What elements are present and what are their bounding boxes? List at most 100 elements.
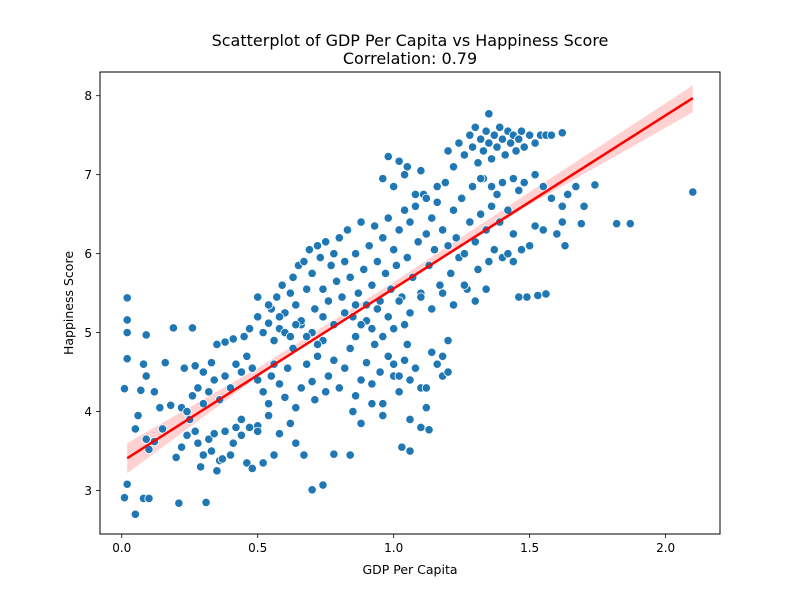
data-point <box>340 308 350 318</box>
data-point <box>302 284 312 294</box>
data-point <box>448 162 459 172</box>
data-point <box>307 268 317 278</box>
data-point <box>481 284 491 294</box>
data-point <box>340 256 350 267</box>
data-point <box>359 264 369 275</box>
data-point <box>370 221 380 231</box>
data-point <box>421 229 431 239</box>
data-point <box>206 446 217 456</box>
data-point <box>500 150 510 160</box>
data-point <box>497 134 508 144</box>
data-point <box>394 371 404 381</box>
data-point <box>274 379 285 389</box>
data-point <box>351 391 361 401</box>
data-point <box>155 403 165 413</box>
data-point <box>560 241 570 251</box>
data-point <box>141 434 151 444</box>
data-point <box>405 446 415 456</box>
data-point <box>383 312 393 322</box>
data-point <box>516 245 527 255</box>
data-point <box>421 383 431 393</box>
data-point <box>389 181 399 192</box>
data-point <box>446 268 456 278</box>
data-point <box>160 358 170 368</box>
data-point <box>438 288 448 298</box>
data-point <box>508 174 518 184</box>
data-point <box>459 249 469 259</box>
data-point <box>263 410 274 421</box>
data-point <box>486 201 497 211</box>
data-point <box>443 241 453 251</box>
data-point <box>552 229 562 239</box>
data-point <box>198 450 208 460</box>
data-point <box>329 355 339 365</box>
data-point <box>399 205 410 215</box>
data-point <box>141 371 151 381</box>
data-point <box>508 229 518 239</box>
data-point <box>378 233 388 243</box>
data-point <box>394 156 404 166</box>
data-point <box>454 138 464 148</box>
data-point <box>198 399 208 409</box>
data-point <box>299 450 309 460</box>
data-point <box>321 387 331 397</box>
data-point <box>530 170 540 180</box>
data-point <box>122 354 132 364</box>
data-point <box>253 292 263 302</box>
data-point <box>331 276 342 286</box>
data-point <box>285 418 295 429</box>
data-point <box>391 260 402 271</box>
data-point <box>272 292 282 302</box>
data-point <box>288 272 298 282</box>
data-point <box>356 418 366 429</box>
data-point <box>571 181 581 192</box>
data-point <box>484 109 494 119</box>
data-point <box>563 189 573 200</box>
data-point <box>421 193 431 203</box>
data-point <box>402 252 412 263</box>
data-point <box>122 479 132 489</box>
data-point <box>459 150 469 160</box>
data-point <box>378 174 388 184</box>
data-point <box>242 351 252 361</box>
data-point <box>236 430 247 440</box>
data-point <box>236 414 247 425</box>
data-point <box>345 272 355 282</box>
data-point <box>495 122 505 132</box>
data-point <box>138 359 149 369</box>
data-point <box>516 126 527 136</box>
data-point <box>209 429 219 439</box>
data-point <box>375 367 385 377</box>
data-point <box>247 463 257 474</box>
data-point <box>579 201 589 211</box>
data-point <box>443 335 453 346</box>
data-point <box>405 217 415 227</box>
data-point <box>157 424 168 434</box>
data-point <box>467 181 478 192</box>
data-point <box>315 252 325 263</box>
data-point <box>511 146 521 156</box>
data-point <box>274 429 285 439</box>
data-point <box>432 359 442 369</box>
data-point <box>506 138 516 148</box>
data-point <box>486 181 497 192</box>
data-point <box>291 403 301 413</box>
data-point <box>367 399 377 409</box>
x-axis-label: GDP Per Capita <box>362 562 457 577</box>
data-point <box>182 430 192 440</box>
data-point <box>489 130 499 140</box>
data-point <box>489 245 499 255</box>
data-point <box>274 312 285 322</box>
data-point <box>312 241 323 251</box>
data-point <box>394 296 404 306</box>
data-point <box>269 450 279 460</box>
data-point <box>402 339 412 350</box>
data-point <box>538 225 548 235</box>
data-point <box>302 359 312 369</box>
data-point <box>372 256 382 267</box>
data-point <box>296 383 306 393</box>
data-point <box>204 387 214 397</box>
data-point <box>413 237 423 247</box>
data-point <box>247 363 257 373</box>
data-point <box>280 392 290 402</box>
